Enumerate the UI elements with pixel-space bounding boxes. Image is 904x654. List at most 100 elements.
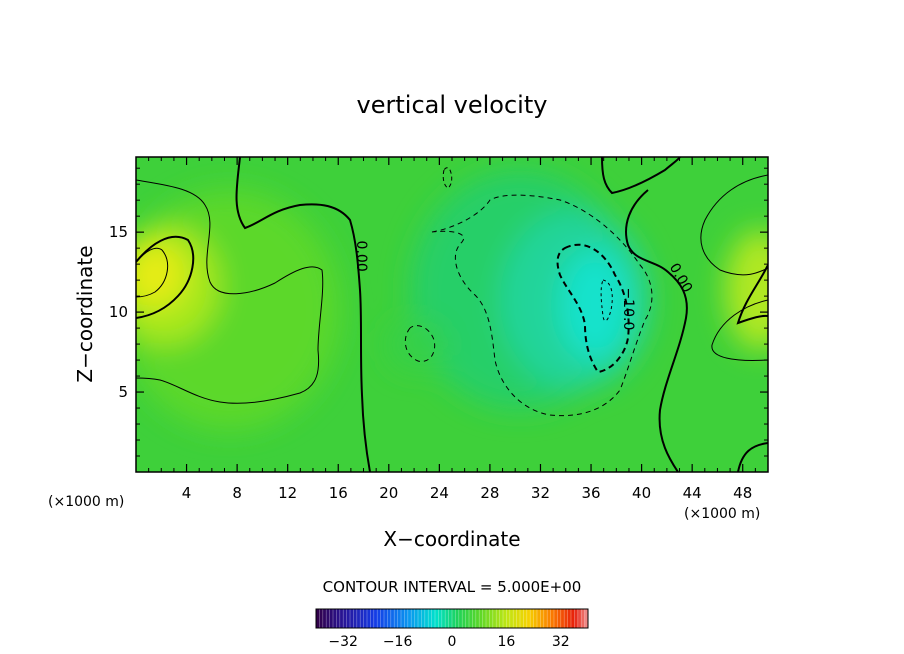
- colorbar-cell: [509, 609, 514, 628]
- colorbar-cell: [577, 609, 582, 628]
- contour-positive: [737, 442, 768, 472]
- colorbar-cell: [475, 609, 480, 628]
- colorbar-cell: [387, 609, 392, 628]
- colorbar-cell: [523, 609, 528, 628]
- colorbar-cell: [560, 609, 565, 628]
- x-tick-label: 28: [480, 484, 499, 502]
- colorbar-cell: [397, 609, 402, 628]
- colorbar-cell: [322, 609, 327, 628]
- x-tick-label: 40: [632, 484, 651, 502]
- colorbar-frame: [315, 608, 589, 629]
- colorbar-cell: [533, 609, 538, 628]
- colorbar-cell: [441, 609, 446, 628]
- colorbar-tick-label: 32: [552, 634, 570, 650]
- colorbar-cell: [363, 609, 368, 628]
- colorbar-cell: [421, 609, 426, 628]
- colorbar-cell: [356, 609, 361, 628]
- colorbar-cell: [574, 609, 579, 628]
- colorbar-cell: [339, 609, 344, 628]
- colorbar-tick-label: 0: [448, 634, 457, 650]
- contour-zero: [625, 189, 688, 472]
- colorbar-cell: [346, 609, 351, 628]
- x-tick-label: 32: [531, 484, 550, 502]
- colorbar-cell: [319, 609, 324, 628]
- colorbar-cell: [516, 609, 521, 628]
- colorbar-cell: [390, 609, 395, 628]
- contour-positive: [136, 235, 195, 319]
- field-blob: [560, 250, 630, 360]
- x-tick-label: 4: [182, 484, 192, 502]
- colorbar-cell: [438, 609, 443, 628]
- contour-label: −10.0: [620, 287, 636, 330]
- contour-label: 0.00: [353, 241, 369, 272]
- contour-positive-thin: [700, 174, 768, 276]
- contour-negative-thin: [600, 279, 613, 322]
- colorbar-cell: [506, 609, 511, 628]
- colorbar-cell: [465, 609, 470, 628]
- velocity-field: [136, 170, 768, 430]
- y-tick-label: 15: [109, 223, 128, 241]
- contour-negative-ten: [556, 243, 630, 374]
- chart-title: vertical velocity: [357, 91, 548, 119]
- colorbar-cell: [482, 609, 487, 628]
- y-tick-label: 5: [118, 383, 128, 401]
- colorbar-tick-label: −32: [328, 634, 358, 650]
- colorbar-cell: [526, 609, 531, 628]
- colorbar-cell: [554, 609, 558, 628]
- contour-negative: [431, 194, 653, 417]
- colorbar-cell: [431, 609, 436, 628]
- colorbar-cell: [513, 609, 517, 628]
- colorbar-cell: [557, 609, 562, 628]
- contour-positive: [736, 264, 768, 325]
- colorbar-cell: [350, 609, 354, 628]
- x-axis: 4 8 12 16 20 24 28 32 36 40 44 48: [148, 157, 756, 502]
- colorbar-cell: [530, 609, 534, 628]
- colorbar: −32 −16 0 16 32: [315, 608, 589, 650]
- colorbar-cell: [479, 609, 483, 628]
- colorbar-cell: [435, 609, 439, 628]
- x-tick-label: 44: [683, 484, 702, 502]
- plot-area: 0.000.00−10.0: [136, 157, 768, 472]
- colorbar-cell: [316, 609, 320, 628]
- colorbar-cell: [462, 609, 466, 628]
- y-tick-label: 10: [109, 303, 128, 321]
- colorbar-cell: [448, 609, 453, 628]
- colorbar-cell: [455, 609, 460, 628]
- colorbar-cell: [428, 609, 432, 628]
- colorbar-cell: [547, 609, 551, 628]
- colorbar-cell: [492, 609, 497, 628]
- x-unit-right: (×1000 m): [684, 506, 760, 522]
- contour-zero: [235, 157, 371, 472]
- colorbar-cell: [571, 609, 575, 628]
- colorbar-cell: [486, 609, 490, 628]
- contour-positive-thin: [136, 179, 324, 404]
- colorbar-cell: [499, 609, 504, 628]
- colorbar-cell: [411, 609, 415, 628]
- colorbar-cell: [336, 609, 341, 628]
- x-tick-label: 48: [733, 484, 752, 502]
- colorbar-cell: [326, 609, 330, 628]
- colorbar-cell: [367, 609, 371, 628]
- colorbar-cell: [496, 609, 500, 628]
- colorbar-cell: [414, 609, 419, 628]
- colorbar-cell: [373, 609, 378, 628]
- x-axis-label: X−coordinate: [383, 527, 520, 551]
- x-unit-left: (×1000 m): [48, 494, 124, 510]
- y-axis-label: Z−coordinate: [73, 245, 97, 382]
- colorbar-cell: [370, 609, 375, 628]
- colorbar-cell: [543, 609, 548, 628]
- colorbar-cell: [404, 609, 409, 628]
- colorbar-cell: [401, 609, 405, 628]
- x-tick-label: 20: [379, 484, 398, 502]
- colorbar-cell: [445, 609, 449, 628]
- contour-positive-thin: [136, 247, 169, 298]
- x-tick-label: 12: [278, 484, 297, 502]
- contours: [136, 157, 768, 472]
- colorbar-cell: [469, 609, 473, 628]
- contour-negative: [404, 325, 436, 362]
- x-tick-label: 8: [232, 484, 242, 502]
- colorbar-tick-label: 16: [497, 634, 515, 650]
- colorbar-cell: [452, 609, 456, 628]
- colorbar-tick-label: −16: [383, 634, 413, 650]
- contour-interval-text: CONTOUR INTERVAL = 5.000E+00: [323, 578, 582, 596]
